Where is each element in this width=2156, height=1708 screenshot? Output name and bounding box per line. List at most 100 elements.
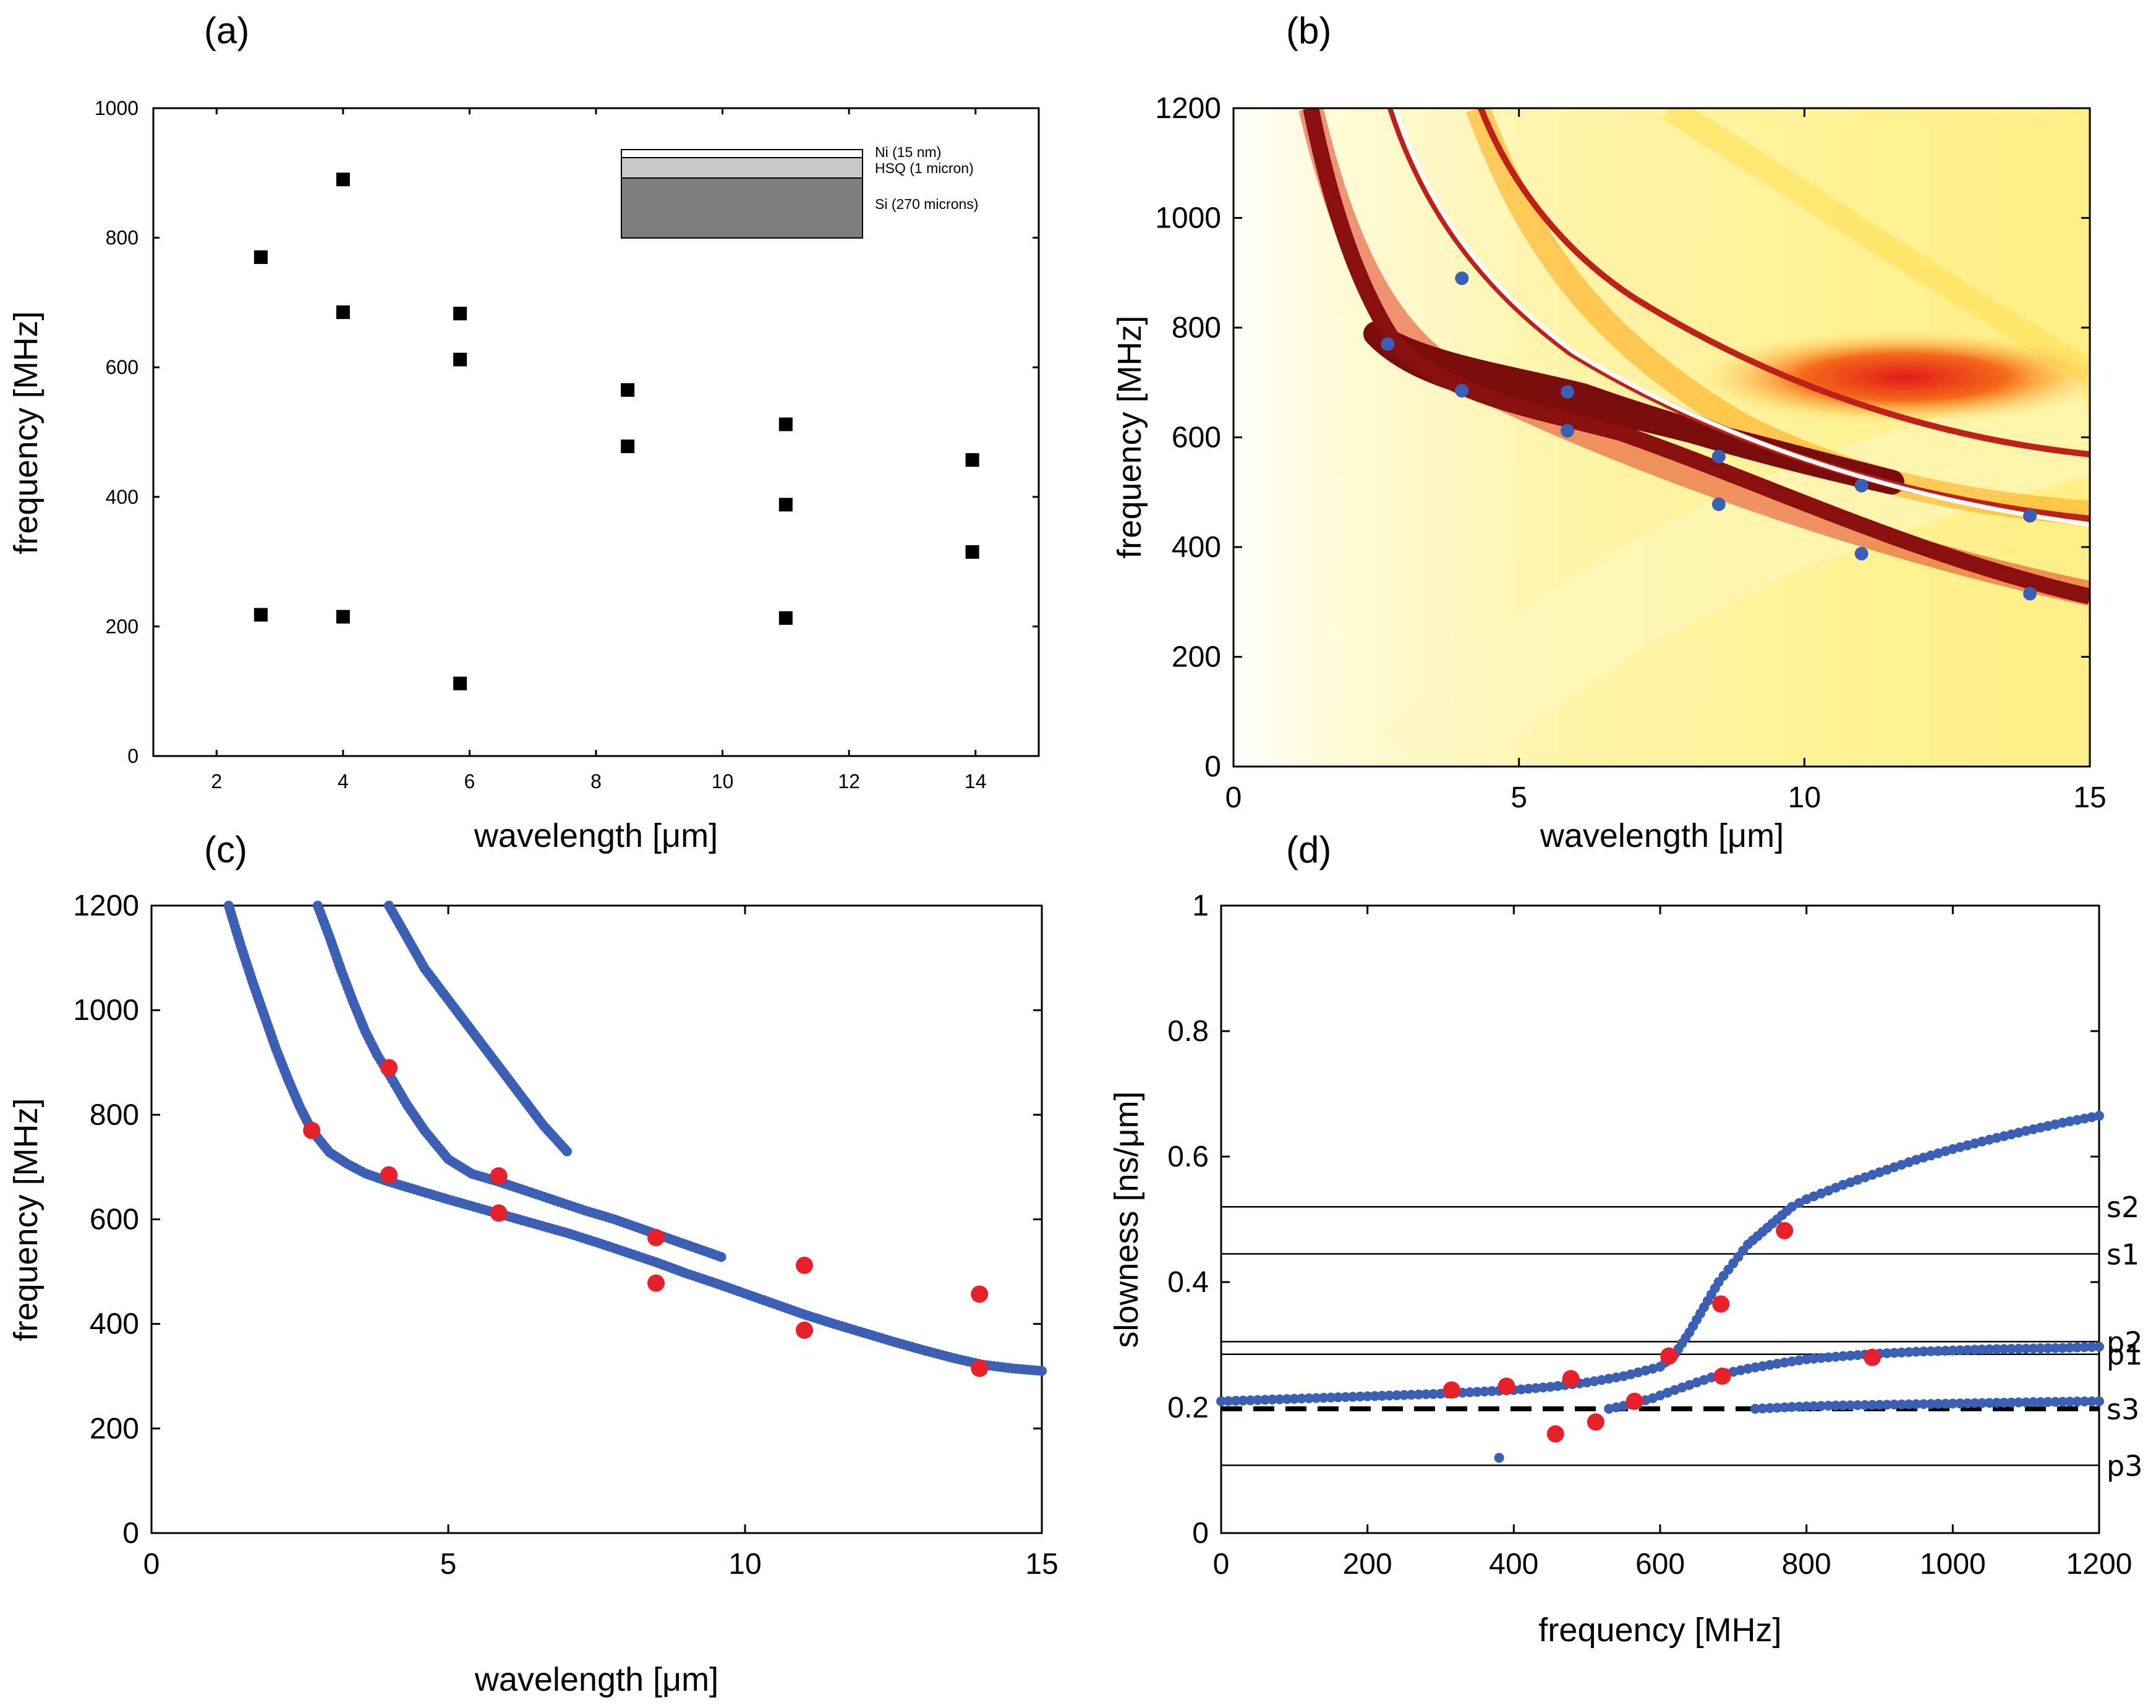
x-tick-label: 4 bbox=[338, 770, 349, 792]
y-tick-label: 0.8 bbox=[1167, 1015, 1209, 1048]
panel-label-d: (d) bbox=[1286, 829, 1331, 870]
panel-label-a: (a) bbox=[204, 10, 249, 51]
branch-point bbox=[1904, 1399, 1914, 1409]
branch-point bbox=[1274, 1394, 1285, 1404]
branch-point bbox=[1816, 1353, 1826, 1363]
branch-point bbox=[1787, 1401, 1797, 1412]
branch-point bbox=[1304, 1393, 1314, 1403]
y-tick-label: 400 bbox=[106, 486, 138, 508]
branch-point bbox=[1889, 1400, 1899, 1410]
branch-point bbox=[1743, 1364, 1753, 1374]
branch-point bbox=[1999, 1398, 2009, 1408]
measured-point bbox=[490, 1204, 508, 1222]
ticks-c: 0 5 10 15 0 200 400 600 800 1000 1200 bbox=[73, 890, 1058, 1581]
branch-point bbox=[2043, 1343, 2053, 1353]
branch-point bbox=[1969, 1345, 1980, 1355]
branch-point bbox=[1399, 1390, 1409, 1400]
branch-point bbox=[1392, 1390, 1402, 1401]
measured-point bbox=[796, 1256, 813, 1274]
branch-point bbox=[1545, 1382, 1556, 1392]
branch-point bbox=[1384, 1390, 1395, 1401]
branch-point bbox=[1999, 1344, 2009, 1354]
data-point-blue bbox=[1854, 546, 1868, 561]
branch-point bbox=[1845, 1400, 1856, 1411]
branch-point bbox=[2057, 1396, 2068, 1407]
branch-point bbox=[1904, 1347, 1914, 1357]
y-tick-label: 0 bbox=[1204, 750, 1221, 783]
measured-point bbox=[1864, 1348, 1881, 1366]
xlabel-a: wavelength [μm] bbox=[474, 817, 718, 854]
ticks-d: 0 200 400 600 800 1000 1200 0 0.2 0.4 0.6 0.8 1 bbox=[1167, 890, 2132, 1581]
measured-point bbox=[971, 1359, 989, 1377]
x-tick-label: 12 bbox=[838, 770, 860, 792]
branch-point bbox=[1465, 1387, 1475, 1398]
branch-point bbox=[1955, 1398, 1966, 1409]
branch-point bbox=[2064, 1116, 2075, 1126]
reference-label-p3: p3 bbox=[2107, 1449, 2142, 1482]
isolated-point bbox=[1494, 1453, 1504, 1463]
x-tick-label: 0 bbox=[1225, 781, 1242, 814]
branch-point bbox=[1933, 1346, 1943, 1356]
points-c bbox=[223, 901, 1047, 1377]
measured-point bbox=[1587, 1413, 1604, 1431]
legend-si-label: Si (270 microns) bbox=[875, 196, 978, 212]
data-point-square bbox=[453, 352, 467, 367]
ylabel-b: frequency [MHz] bbox=[1111, 315, 1148, 558]
branch-point bbox=[2043, 1396, 2053, 1407]
branch-point bbox=[2094, 1341, 2104, 1352]
data-point-blue bbox=[1854, 478, 1868, 493]
x-tick-label: 0 bbox=[143, 1548, 160, 1581]
branch-point bbox=[2006, 1397, 2016, 1408]
x-tick-label: 10 bbox=[712, 770, 734, 792]
branch-point bbox=[1230, 1396, 1241, 1406]
branch-point bbox=[1318, 1393, 1329, 1403]
branch-point bbox=[2006, 1343, 2016, 1354]
branch-point bbox=[1838, 1400, 1848, 1411]
branch-point bbox=[1604, 1374, 1614, 1384]
branch-point bbox=[2057, 1343, 2068, 1353]
data-point-square bbox=[336, 305, 350, 320]
points-d bbox=[1216, 1111, 2104, 1463]
branch-point bbox=[1216, 1396, 1226, 1406]
branch-point bbox=[1852, 1400, 1863, 1411]
y-tick-label: 200 bbox=[106, 615, 138, 637]
branch-point bbox=[2087, 1396, 2097, 1406]
y-tick-label: 600 bbox=[1172, 422, 1221, 454]
branch-point bbox=[1779, 1357, 1790, 1368]
branch-point bbox=[2072, 1342, 2082, 1353]
branch-point bbox=[2035, 1343, 2046, 1354]
x-tick-label: 200 bbox=[1343, 1548, 1392, 1581]
panel-a: (a) 2 4 6 8 10 12 14 0 200 400 600 800 1000 waveleng… bbox=[7, 10, 1040, 854]
branch-point bbox=[1472, 1387, 1483, 1397]
branch-point bbox=[1809, 1401, 1819, 1411]
x-tick-label: 10 bbox=[728, 1548, 761, 1581]
branch-point bbox=[1611, 1402, 1621, 1413]
branch-point bbox=[1787, 1202, 1797, 1212]
measured-point bbox=[1442, 1381, 1460, 1399]
branch-point bbox=[2050, 1396, 2060, 1407]
branch-point bbox=[2064, 1396, 2075, 1407]
reference-label-s1: s1 bbox=[2107, 1238, 2139, 1271]
y-tick-label: 400 bbox=[1172, 531, 1221, 564]
branch-point bbox=[1480, 1387, 1489, 1397]
branch-point bbox=[2079, 1396, 2090, 1407]
branch-point bbox=[2028, 1397, 2039, 1408]
data-point-square bbox=[965, 453, 979, 467]
mode-point bbox=[716, 1252, 726, 1262]
y-tick-label: 0.2 bbox=[1167, 1391, 1209, 1424]
layer-stack-legend: Ni (15 nm) HSQ (1 micron) Si (270 micron… bbox=[621, 144, 978, 239]
data-point-blue bbox=[1381, 337, 1395, 351]
measured-point bbox=[796, 1321, 813, 1339]
branch-point bbox=[1772, 1358, 1783, 1369]
branch-point bbox=[1538, 1382, 1548, 1393]
branch-point bbox=[1589, 1376, 1600, 1387]
branch-point bbox=[1977, 1345, 1987, 1355]
branch-point bbox=[2035, 1397, 2046, 1408]
reference-label-p1: p1 bbox=[2107, 1338, 2142, 1372]
measured-point bbox=[647, 1274, 665, 1292]
branch-point bbox=[1765, 1359, 1775, 1370]
mode-point bbox=[562, 1146, 572, 1157]
